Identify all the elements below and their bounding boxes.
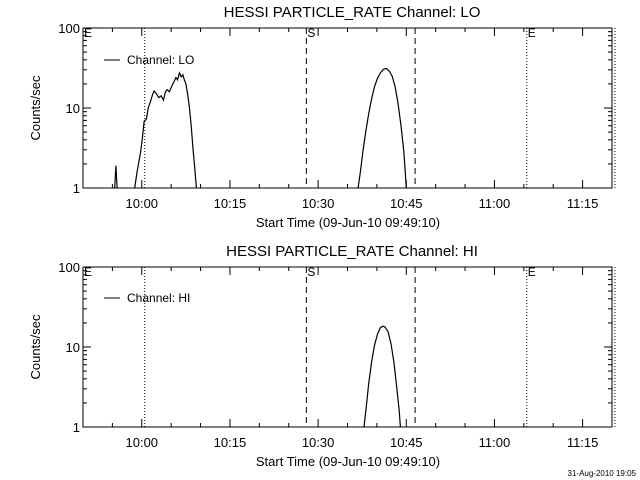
chart-marks: 10:00 10:15 10:30 10:45 11:00 11:15 1 10 100 E S E — [58, 260, 616, 450]
y-tick-label: 10 — [66, 340, 80, 355]
y-tick-label: 100 — [58, 21, 80, 36]
timestamp: 31-Aug-2010 19:05 — [568, 469, 637, 478]
x-tick-label: 10:45 — [390, 196, 423, 211]
series-line — [357, 67, 407, 189]
x-tick-label: 10:15 — [214, 435, 247, 450]
plot-frame — [82, 27, 613, 189]
x-tick-label: 11:00 — [479, 435, 511, 450]
marker-label: S — [307, 26, 315, 40]
x-axis-label: Start Time (09-Jun-10 09:49:10) — [256, 454, 440, 469]
marker-label: E — [528, 26, 536, 40]
legend-label: Channel: LO — [127, 53, 194, 67]
x-axis-label: Start Time (09-Jun-10 09:49:10) — [256, 215, 440, 230]
x-tick-label: 10:30 — [302, 435, 335, 450]
marker-label: E — [84, 26, 92, 40]
panel-lo: HESSI PARTICLE_RATE Channel: LO Counts/s… — [28, 4, 616, 230]
x-tick-label: 11:15 — [567, 435, 599, 450]
x-tick-label: 10:45 — [390, 435, 423, 450]
marker-label: E — [84, 265, 92, 279]
chart-marks: 10:00 10:15 10:30 10:45 11:00 11:15 1 10 100 E S E — [58, 21, 616, 211]
series-line — [114, 165, 118, 189]
chart-title: HESSI PARTICLE_RATE Channel: HI — [226, 243, 478, 260]
y-tick-label: 1 — [73, 181, 80, 196]
y-tick-label: 100 — [58, 260, 80, 275]
x-tick-label: 10:15 — [214, 196, 247, 211]
x-tick-label: 11:00 — [479, 196, 511, 211]
marker-label: S — [307, 265, 315, 279]
y-tick-label: 10 — [66, 101, 80, 116]
legend-label: Channel: HI — [127, 291, 190, 305]
y-tick-label: 1 — [73, 420, 80, 435]
series-line — [134, 71, 197, 189]
x-tick-label: 11:15 — [567, 196, 599, 211]
x-tick-label: 10:30 — [302, 196, 335, 211]
panel-hi: HESSI PARTICLE_RATE Channel: HI Counts/s… — [28, 243, 616, 469]
chart-title: HESSI PARTICLE_RATE Channel: LO — [224, 4, 481, 21]
series-line — [363, 325, 401, 428]
x-tick-label: 10:00 — [126, 435, 159, 450]
y-axis-label: Counts/sec — [28, 75, 43, 141]
marker-label: E — [528, 265, 536, 279]
y-axis-label: Counts/sec — [28, 314, 43, 380]
x-tick-label: 10:00 — [126, 196, 159, 211]
